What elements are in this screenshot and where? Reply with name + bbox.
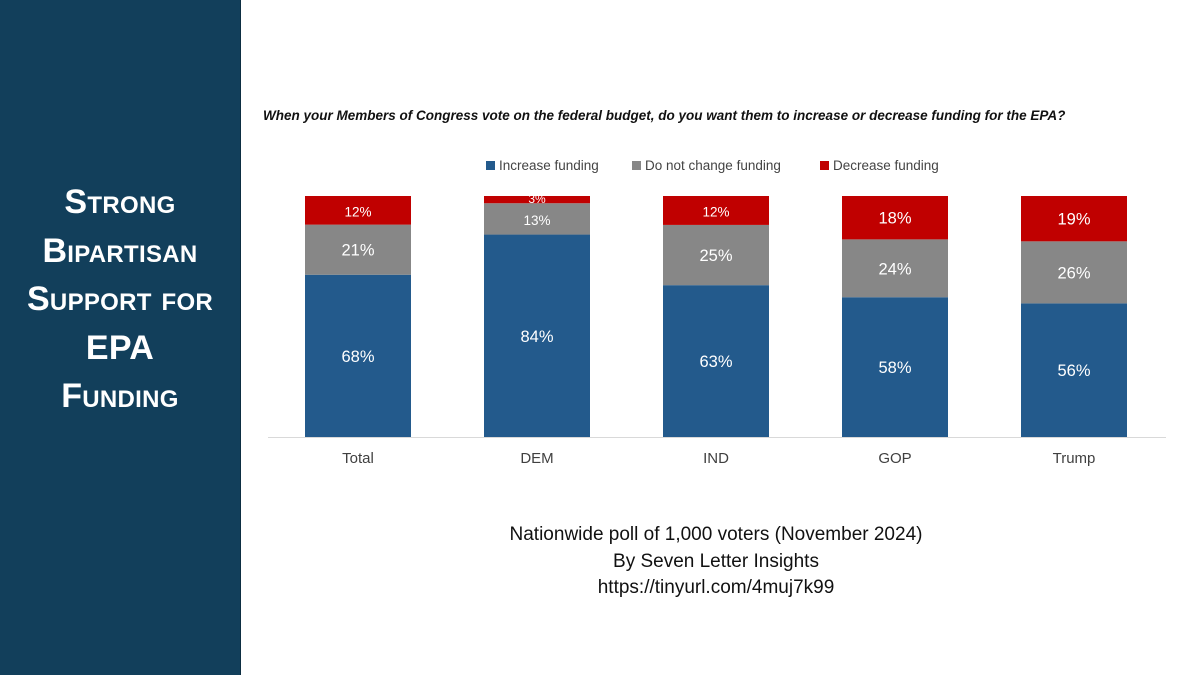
bar-segment — [305, 196, 411, 225]
data-label: 3% — [528, 192, 546, 206]
title-line: Funding — [61, 377, 179, 415]
data-label: 25% — [699, 247, 732, 265]
x-tick-label: Trump — [1053, 450, 1096, 467]
data-label: 56% — [1057, 362, 1090, 380]
bar-segment — [484, 234, 590, 437]
legend-swatch — [632, 161, 641, 170]
legend-label: Increase funding — [499, 158, 599, 173]
bar-segment — [663, 224, 769, 286]
title-line: Bipartisan — [42, 231, 198, 270]
x-tick-label: DEM — [520, 450, 553, 467]
data-label: 68% — [341, 348, 374, 366]
data-label: 13% — [523, 213, 550, 228]
legend-swatch — [486, 161, 495, 170]
title-line: Support for — [26, 280, 214, 318]
source-note: Nationwide poll of 1,000 voters (Novembe… — [380, 522, 1052, 602]
bar-segment — [484, 196, 590, 204]
data-label: 63% — [699, 353, 732, 371]
bar-segment — [305, 274, 411, 437]
bar-segment — [1021, 196, 1127, 242]
bar-segment — [663, 196, 769, 225]
data-label: 19% — [1057, 211, 1090, 229]
data-label: 58% — [878, 359, 911, 377]
bar-segment — [842, 239, 948, 298]
data-label: 24% — [878, 260, 911, 278]
source-line: Nationwide poll of 1,000 voters (Novembe… — [509, 524, 923, 545]
bar-segment — [842, 297, 948, 437]
x-tick-label: GOP — [878, 450, 911, 467]
bar-segment — [484, 203, 590, 235]
data-label: 12% — [702, 204, 729, 219]
legend-label: Decrease funding — [833, 158, 939, 173]
bar-segment — [1021, 303, 1127, 437]
bar-segment — [305, 224, 411, 275]
slide-title: Strong Bipartisan Support for EPA Fundin… — [0, 178, 240, 421]
data-label: 12% — [344, 204, 371, 219]
data-label: 18% — [878, 210, 911, 228]
stacked-bar-chart: Increase funding Do not change funding Dec… — [268, 158, 1166, 467]
legend-swatch — [820, 161, 829, 170]
source-line: https://tinyurl.com/4muj7k99 — [597, 577, 835, 598]
source-line: By Seven Letter Insights — [613, 550, 819, 572]
x-tick-label: IND — [703, 450, 729, 467]
data-label: 21% — [341, 242, 374, 260]
bar-segment — [663, 285, 769, 437]
bar-segment — [842, 196, 948, 240]
bar-segment — [1021, 241, 1127, 304]
x-tick-label: Total — [342, 450, 374, 467]
side-panel: Strong Bipartisan Support for EPA Fundin… — [0, 0, 241, 675]
data-label: 84% — [520, 328, 553, 346]
data-label: 26% — [1057, 264, 1090, 282]
legend-label: Do not change funding — [645, 158, 781, 173]
title-line: Strong — [64, 183, 176, 221]
chart-question: When your Members of Congress vote on th… — [263, 108, 1066, 123]
title-line: EPA — [85, 328, 155, 367]
